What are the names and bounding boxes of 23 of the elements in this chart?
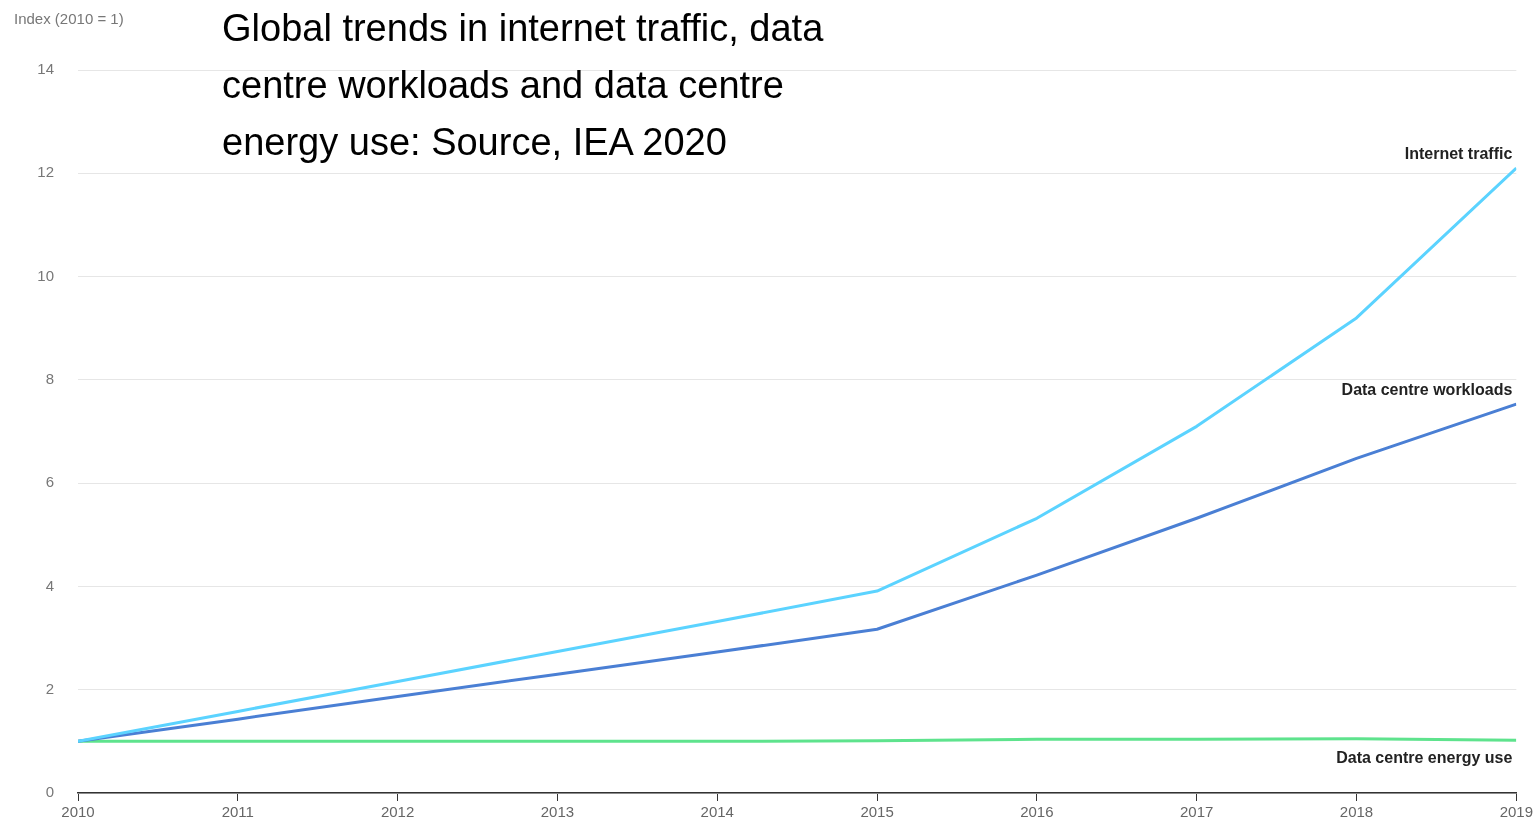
- series-label: Data centre workloads: [1341, 380, 1513, 398]
- y-tick-label: 10: [37, 266, 54, 284]
- x-tick-label: 2011: [221, 803, 254, 821]
- y-axis-title: Index (2010 = 1): [14, 9, 124, 27]
- x-tick-label: 2013: [540, 803, 575, 821]
- series-label: Data centre energy use: [1336, 748, 1513, 766]
- y-tick-label: 6: [45, 473, 54, 491]
- y-tick-label: 12: [37, 163, 54, 181]
- y-tick-label: 2: [45, 679, 54, 697]
- x-tick-label: 2017: [1180, 803, 1214, 821]
- chart-title: Global trends in internet traffic, data centre workloads and data centre energy use: Source, IEA 2020: [222, 6, 825, 165]
- y-tick-label: 8: [45, 370, 54, 387]
- x-tick-label: 2016: [1020, 803, 1054, 821]
- x-tick-label: 2015: [860, 803, 894, 821]
- y-tick-label: 0: [45, 783, 54, 801]
- x-tick-label: 2019: [1499, 803, 1533, 821]
- series-label: Internet traffic: [1404, 144, 1513, 162]
- y-tick-label: 14: [37, 60, 54, 78]
- x-tick-label: 2010: [61, 803, 95, 821]
- x-tick-label: 2012: [380, 803, 415, 821]
- x-tick-label: 2014: [700, 803, 734, 821]
- x-tick-label: 2018: [1339, 803, 1374, 821]
- y-tick-label: 4: [45, 576, 54, 594]
